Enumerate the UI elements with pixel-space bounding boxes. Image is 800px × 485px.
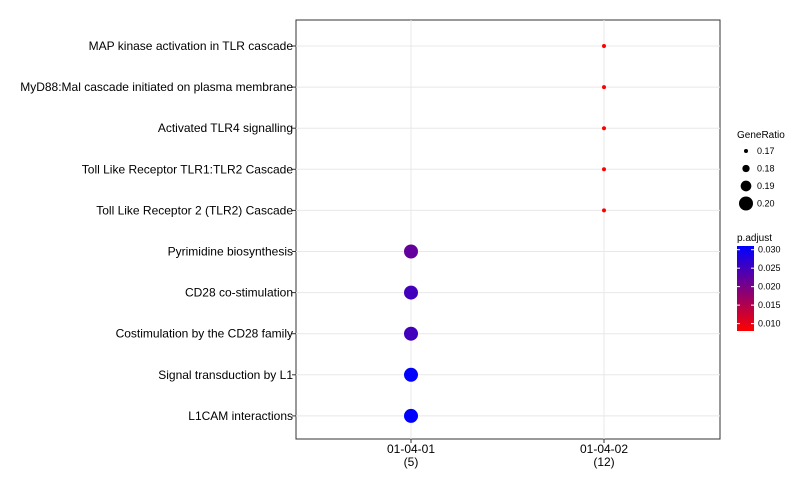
point-map-kinase-activation-in-tlr-cascade bbox=[602, 44, 606, 48]
color-legend-title: p.adjust bbox=[737, 233, 772, 244]
y-tick-label: Toll Like Receptor TLR1:TLR2 Cascade bbox=[82, 162, 294, 176]
size-legend-key-3 bbox=[740, 180, 752, 192]
point-toll-like-receptor-2-tlr2-cascade bbox=[602, 208, 606, 213]
y-tick-label: MyD88:Mal cascade initiated on plasma me… bbox=[20, 80, 293, 94]
size-legend-label: 0.18 bbox=[757, 164, 775, 174]
size-legend-key-2 bbox=[742, 164, 750, 173]
point-l1cam-interactions bbox=[404, 408, 418, 423]
size-legend-title: GeneRatio bbox=[737, 130, 785, 141]
y-tick-label: CD28 co-stimulation bbox=[185, 286, 293, 300]
x-tick-label: 01-04-01 bbox=[387, 442, 435, 456]
size-legend-label: 0.20 bbox=[757, 199, 775, 209]
color-legend-label: 0.030 bbox=[758, 245, 781, 255]
point-toll-like-receptor-tlr1-tlr2-cascade bbox=[602, 167, 606, 172]
y-tick-label: Costimulation by the CD28 family bbox=[116, 327, 293, 341]
points-layer bbox=[404, 44, 606, 423]
y-tick-label: Activated TLR4 signalling bbox=[158, 121, 293, 135]
plot-panel bbox=[295, 19, 721, 440]
y-tick-label: Toll Like Receptor 2 (TLR2) Cascade bbox=[96, 203, 293, 217]
y-tick-label: MAP kinase activation in TLR cascade bbox=[89, 39, 294, 53]
size-legend-label: 0.19 bbox=[757, 181, 775, 191]
point-myd88-mal-cascade-initiated-on-plasma-membrane bbox=[602, 85, 606, 90]
color-legend-bar bbox=[737, 246, 754, 331]
point-pyrimidine-biosynthesis bbox=[404, 244, 418, 259]
point-activated-tlr4-signalling bbox=[602, 126, 606, 131]
color-legend-label: 0.025 bbox=[758, 263, 781, 273]
y-tick-label: Signal transduction by L1 bbox=[158, 368, 293, 382]
size-legend-label: 0.17 bbox=[757, 146, 775, 156]
size-legend-key-1 bbox=[744, 149, 748, 153]
axis-layer: MAP kinase activation in TLR cascade MyD8… bbox=[20, 39, 628, 469]
color-legend-label: 0.010 bbox=[758, 319, 781, 329]
color-legend-label: 0.015 bbox=[758, 300, 781, 310]
size-legend-key-4 bbox=[739, 196, 753, 211]
point-costimulation-by-the-cd28-family bbox=[404, 326, 418, 341]
y-tick-label: Pyrimidine biosynthesis bbox=[168, 245, 293, 259]
x-tick-count-label: (12) bbox=[593, 455, 614, 469]
point-cd28-co-stimulation bbox=[404, 285, 418, 300]
x-tick-count-label: (5) bbox=[404, 455, 419, 469]
point-signal-transduction-by-l1 bbox=[404, 367, 418, 382]
color-legend-label: 0.020 bbox=[758, 282, 781, 292]
grid-layer bbox=[296, 20, 720, 439]
y-tick-label: L1CAM interactions bbox=[188, 409, 293, 423]
x-tick-label: 01-04-02 bbox=[580, 442, 628, 456]
